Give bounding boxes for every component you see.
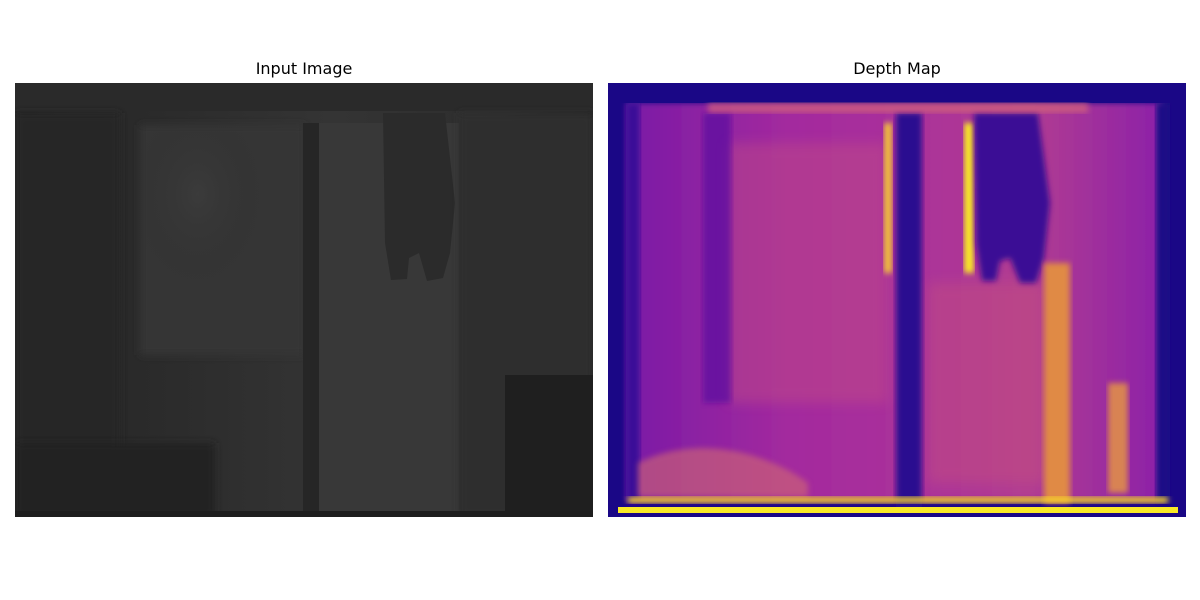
input-image — [15, 83, 593, 517]
input-image-title: Input Image — [15, 59, 593, 78]
depth-map-title: Depth Map — [608, 59, 1186, 78]
depth-map-image — [608, 83, 1186, 517]
